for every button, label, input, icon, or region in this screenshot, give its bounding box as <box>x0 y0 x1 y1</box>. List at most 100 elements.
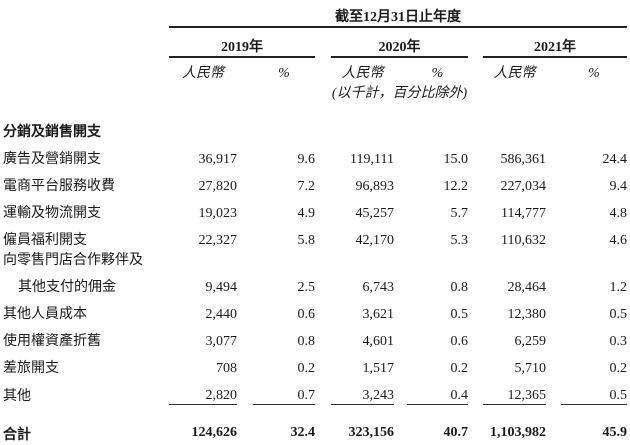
spacer-cell <box>394 195 407 222</box>
spacer-cell <box>394 296 407 323</box>
spacer-cell <box>315 350 331 377</box>
table-row: 其他人員成本 2,440 0.6 3,621 0.5 12,380 0.5 <box>3 296 627 323</box>
value-cell: 6,259 <box>514 334 547 349</box>
empty-cell <box>483 82 627 102</box>
spacer-cell <box>237 323 253 350</box>
spacer-cell <box>394 168 407 195</box>
value-cell: 5.8 <box>297 233 316 248</box>
spacer-cell <box>394 377 407 405</box>
value-cell: 0.5 <box>450 307 469 322</box>
value-cell: 3,243 <box>331 377 394 405</box>
table-row: 僱員福利開支 22,327 5.8 42,170 5.3 110,632 4.6 <box>3 222 627 249</box>
total-value-cell: 32.4 <box>253 404 315 445</box>
value-cell: 0.7 <box>253 377 315 405</box>
spacer-cell <box>237 195 253 222</box>
currency-header-2019: 人民幣 <box>182 66 224 81</box>
value-cell: 0.8 <box>450 280 469 295</box>
spacer-cell <box>315 405 331 445</box>
value-cell: 110,632 <box>501 233 546 248</box>
value-cell: 12,380 <box>507 307 547 322</box>
distribution-expenses-table: 截至12月31日止年度 2019年 2020年 2021年 人民幣 % 人民幣 … <box>3 2 628 445</box>
row-label-line2: 其他支付的佣金 <box>18 280 116 295</box>
table-row: 運輸及物流開支 19,023 4.9 45,257 5.7 114,777 4.… <box>3 195 627 222</box>
row-label: 運輸及物流開支 <box>3 206 101 221</box>
spacer-cell <box>468 168 483 195</box>
value-cell: 4.9 <box>297 206 316 221</box>
value-cell: 1,517 <box>362 361 395 376</box>
spacer-cell <box>468 350 483 377</box>
spacer-cell <box>315 195 331 222</box>
spacer-cell <box>468 269 483 296</box>
spacer-cell <box>315 57 331 82</box>
spacer-cell <box>315 27 331 57</box>
value-cell: 6,743 <box>362 280 395 295</box>
row-label: 電商平台服務收費 <box>3 179 115 194</box>
empty-cell <box>3 2 169 27</box>
year-header-2021: 2021年 <box>483 27 628 58</box>
value-cell: 0.6 <box>297 307 316 322</box>
spacer-cell <box>394 350 407 377</box>
empty-cell <box>3 27 169 57</box>
value-cell: 708 <box>216 361 237 376</box>
value-cell: 227,034 <box>500 179 547 194</box>
value-cell: 0.3 <box>609 334 628 349</box>
value-cell: 2,820 <box>169 377 237 405</box>
row-label: 其他人員成本 <box>3 307 87 322</box>
currency-header-2021: 人民幣 <box>493 66 536 81</box>
spacer-cell <box>237 222 253 249</box>
row-label: 僱員福利開支 <box>3 233 87 248</box>
value-cell: 5.3 <box>450 233 469 248</box>
spacer-cell <box>315 82 331 102</box>
value-cell: 7.2 <box>297 179 316 194</box>
currency-header-2020: 人民幣 <box>341 66 384 81</box>
spacer-cell <box>546 57 561 82</box>
spacer-cell <box>237 350 253 377</box>
value-cell: 27,820 <box>198 179 238 194</box>
value-cell: 0.4 <box>407 377 468 405</box>
row-label: 使用權資產折舊 <box>3 334 101 349</box>
value-cell: 4,601 <box>362 334 395 349</box>
spacer-cell <box>315 141 331 168</box>
spacer-cell <box>315 269 331 296</box>
spacer-cell <box>394 323 407 350</box>
empty-cell <box>3 57 169 82</box>
unit-note: (以千計，百分比除外) <box>331 86 468 101</box>
year-header-2020: 2020年 <box>331 27 468 58</box>
spacer-row <box>3 102 627 114</box>
value-cell: 9.4 <box>609 179 628 194</box>
spacer-cell <box>468 405 483 445</box>
value-cell: 4.8 <box>609 206 628 221</box>
spacer-cell <box>315 168 331 195</box>
total-value-cell: 40.7 <box>407 404 468 445</box>
spacer-cell <box>237 377 253 405</box>
spacer-cell <box>237 269 253 296</box>
value-cell: 15.0 <box>443 152 469 167</box>
value-cell: 12.2 <box>443 179 469 194</box>
value-cell: 0.6 <box>450 334 469 349</box>
value-cell: 1.2 <box>609 280 628 295</box>
total-value-cell: 323,156 <box>331 404 394 445</box>
table-row: 使用權資產折舊 3,077 0.8 4,601 0.6 6,259 0.3 <box>3 323 627 350</box>
value-cell: 19,023 <box>198 206 238 221</box>
period-title: 截至12月31日止年度 <box>169 2 628 28</box>
table-row: 其他 2,820 0.7 3,243 0.4 12,365 0.5 <box>3 377 628 405</box>
percent-header-2019: % <box>278 66 290 81</box>
value-cell: 45,257 <box>355 206 395 221</box>
spacer-cell <box>546 323 561 350</box>
table-row: 其他支付的佣金 9,494 2.5 6,743 0.8 28,464 1.2 <box>3 269 627 296</box>
spacer-cell <box>468 82 483 102</box>
value-cell: 586,361 <box>500 152 547 167</box>
row-label: 其他 <box>3 388 31 404</box>
value-cell: 9.6 <box>297 152 316 167</box>
percent-header-2020: % <box>431 66 444 81</box>
value-cell: 2.5 <box>297 280 316 295</box>
spacer-cell <box>394 141 407 168</box>
value-cell: 5.7 <box>450 206 469 221</box>
spacer-cell <box>546 377 561 405</box>
value-cell: 12,365 <box>483 377 546 405</box>
value-cell: 0.5 <box>561 377 628 405</box>
spacer-cell <box>468 141 483 168</box>
spacer-cell <box>315 377 331 405</box>
total-row: 合計 124,626 32.4 323,156 40.7 1,103,982 4… <box>3 404 628 445</box>
